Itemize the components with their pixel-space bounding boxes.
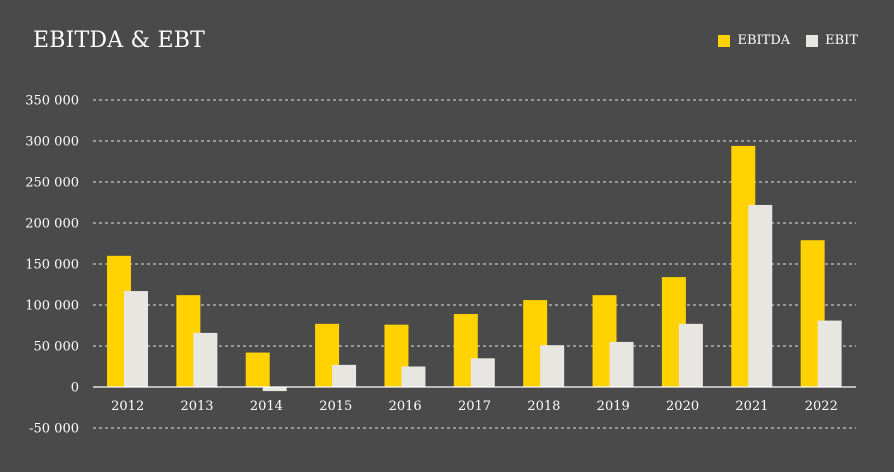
bar-ebit-2018 — [540, 345, 565, 387]
y-tick-label: 250 000 — [25, 176, 79, 191]
legend-label-ebit: EBIT — [825, 33, 858, 48]
x-tick-label: 2017 — [458, 399, 491, 414]
y-tick-label: 300 000 — [25, 135, 79, 150]
y-tick-label: -50 000 — [29, 422, 79, 437]
chart-title: EBITDA & EBT — [33, 28, 205, 53]
bar-ebit-2021 — [748, 204, 773, 387]
y-tick-label: 350 000 — [25, 94, 79, 109]
y-tick-label: 0 — [71, 381, 79, 396]
bar-ebit-2014 — [262, 387, 287, 392]
bar-ebit-2019 — [609, 341, 634, 387]
bar-ebit-2017 — [470, 358, 495, 387]
bar-ebitda-2014 — [245, 352, 270, 387]
bar-ebit-2016 — [401, 366, 426, 387]
x-tick-label: 2018 — [527, 399, 560, 414]
bar-ebit-2020 — [678, 323, 703, 387]
bar-ebit-2012 — [124, 291, 148, 387]
bar-ebit-2013 — [193, 332, 218, 387]
bar-ebit-2015 — [332, 364, 357, 387]
legend: EBITDA EBIT — [718, 33, 858, 48]
y-tick-label: 200 000 — [25, 217, 79, 232]
x-tick-label: 2019 — [597, 399, 630, 414]
legend-label-ebitda: EBITDA — [737, 33, 791, 48]
y-tick-label: 50 000 — [34, 340, 80, 355]
x-tick-label: 2014 — [250, 399, 283, 414]
x-tick-label: 2022 — [805, 399, 838, 414]
x-tick-label: 2020 — [666, 399, 699, 414]
x-tick-label: 2015 — [319, 399, 352, 414]
legend-swatch-ebitda — [718, 34, 731, 47]
x-tick-label: 2021 — [735, 399, 768, 414]
x-tick-label: 2016 — [389, 399, 422, 414]
x-tick-label: 2013 — [180, 399, 213, 414]
y-tick-label: 100 000 — [25, 299, 79, 314]
y-tick-label: 150 000 — [25, 258, 79, 273]
legend-swatch-ebit — [806, 34, 819, 47]
legend-item-ebitda: EBITDA — [718, 33, 790, 48]
legend-item-ebit: EBIT — [806, 33, 858, 48]
bar-ebit-2022 — [817, 320, 842, 387]
x-tick-label: 2012 — [111, 399, 144, 414]
